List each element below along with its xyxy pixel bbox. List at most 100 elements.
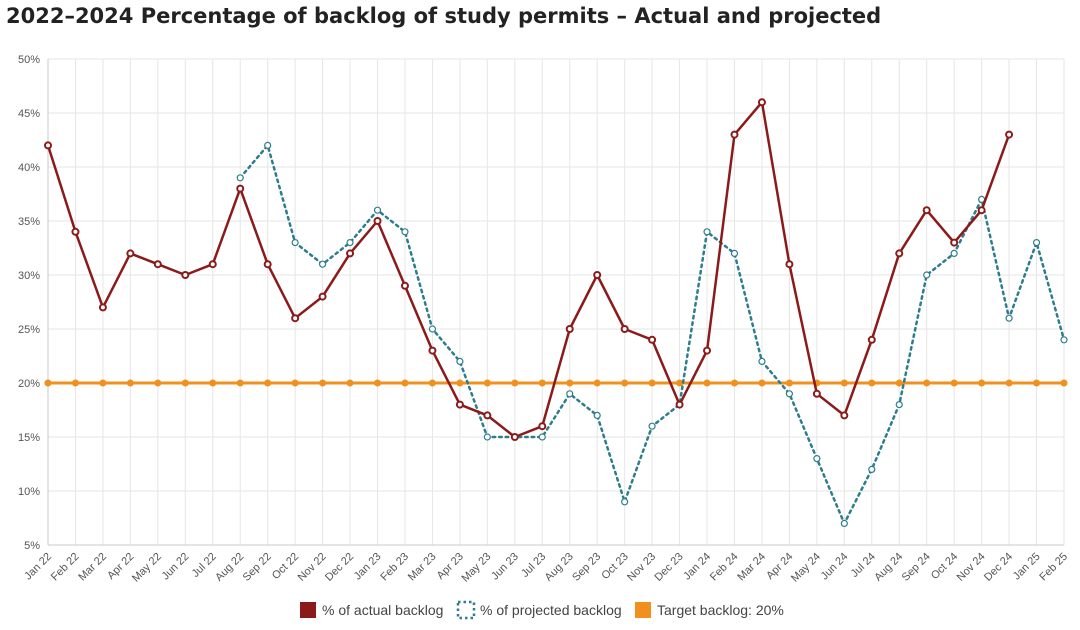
y-tick-label: 20% xyxy=(18,378,40,390)
data-point xyxy=(483,411,492,420)
legend-label: % of actual backlog xyxy=(322,602,443,618)
data-point xyxy=(868,465,876,473)
legend: % of actual backlog % of projected backlo… xyxy=(300,600,784,620)
data-point xyxy=(895,379,903,387)
data-point xyxy=(456,357,464,365)
data-point xyxy=(895,401,903,409)
data-point xyxy=(593,411,601,419)
data-point xyxy=(154,379,162,387)
data-point xyxy=(153,260,162,269)
legend-item: Target backlog: 20% xyxy=(635,602,784,618)
data-point xyxy=(44,141,52,150)
data-point xyxy=(923,271,931,279)
data-point xyxy=(676,379,684,387)
data-point xyxy=(950,238,959,247)
chart-title: 2022–2024 Percentage of backlog of study… xyxy=(6,4,882,28)
x-tick-label: Feb 25 xyxy=(1037,551,1070,584)
data-point xyxy=(758,357,766,365)
y-tick-label: 25% xyxy=(18,324,40,336)
data-point xyxy=(922,206,931,215)
data-point xyxy=(319,379,327,387)
x-tick-label: Sep 22 xyxy=(241,551,274,584)
data-point xyxy=(236,379,244,387)
x-tick-label: Sep 24 xyxy=(900,551,933,584)
data-point xyxy=(566,379,574,387)
y-tick-label: 15% xyxy=(18,432,40,444)
data-point xyxy=(923,379,931,387)
data-point xyxy=(785,390,794,398)
x-tick-label: Nov 24 xyxy=(955,551,988,584)
data-point xyxy=(538,433,546,441)
data-point xyxy=(675,400,684,409)
data-point xyxy=(483,433,491,441)
data-point xyxy=(730,130,739,139)
data-point xyxy=(44,379,52,387)
data-point xyxy=(813,455,821,463)
data-point xyxy=(648,422,656,430)
y-tick-label: 40% xyxy=(18,162,40,174)
data-point xyxy=(593,379,601,387)
data-point xyxy=(703,228,711,236)
x-tick-label: Aug 23 xyxy=(543,551,576,584)
data-point xyxy=(593,271,602,279)
data-point xyxy=(840,411,849,420)
y-tick-label: 30% xyxy=(18,270,40,282)
y-tick-label: 5% xyxy=(24,540,40,552)
data-point xyxy=(400,281,409,290)
x-tick-label: Dec 24 xyxy=(982,551,1015,584)
data-point xyxy=(181,379,189,387)
data-point xyxy=(181,271,190,279)
data-point xyxy=(291,239,299,247)
series-of-projected-backlog xyxy=(236,141,1068,528)
data-point xyxy=(867,335,876,344)
x-tick-label: Jan 23 xyxy=(352,551,384,583)
data-point xyxy=(483,379,491,387)
data-point xyxy=(291,314,300,323)
data-point xyxy=(373,206,382,214)
data-point xyxy=(565,325,574,333)
data-point xyxy=(840,519,848,528)
x-tick-label: Mar 24 xyxy=(735,551,768,584)
x-tick-label: Jan 25 xyxy=(1011,551,1043,583)
x-tick-label: Jan 22 xyxy=(22,551,54,583)
data-point xyxy=(950,249,958,257)
x-tick-label: Jun 24 xyxy=(819,551,851,583)
data-point xyxy=(511,379,519,387)
data-point xyxy=(785,260,794,269)
legend-label: % of projected backlog xyxy=(480,602,622,618)
x-tick-label: May 24 xyxy=(789,551,823,585)
data-point xyxy=(840,379,848,387)
data-point xyxy=(374,379,382,387)
data-point xyxy=(510,433,519,441)
legend-item: % of actual backlog xyxy=(300,602,443,618)
data-point xyxy=(978,379,986,387)
data-point xyxy=(621,498,629,506)
data-point xyxy=(373,217,382,225)
data-point xyxy=(1033,379,1041,387)
data-point xyxy=(318,260,327,268)
data-point xyxy=(648,379,656,387)
x-tick-label: Aug 22 xyxy=(213,551,246,584)
x-tick-label: May 23 xyxy=(459,551,493,585)
data-point xyxy=(99,379,107,387)
data-point xyxy=(401,379,409,387)
data-point xyxy=(318,292,327,301)
data-point xyxy=(291,379,299,387)
y-tick-label: 50% xyxy=(18,54,40,66)
series-target-backlog-20 xyxy=(44,379,1068,387)
x-tick-label: Sep 23 xyxy=(570,551,603,584)
x-tick-label: Feb 23 xyxy=(378,551,411,584)
data-point xyxy=(71,227,80,236)
y-axis-labels: 5% 10% 15% 20% 25% 30% 35% 40% 45% 50% xyxy=(18,54,40,552)
data-point xyxy=(538,379,546,387)
data-point xyxy=(98,303,107,312)
data-point xyxy=(428,346,437,355)
data-point xyxy=(730,379,738,387)
x-tick-label: Nov 23 xyxy=(625,551,658,584)
legend-swatch xyxy=(300,602,316,618)
data-point xyxy=(620,325,629,333)
data-point xyxy=(1060,379,1068,387)
data-point xyxy=(785,379,793,387)
series xyxy=(44,98,1068,528)
x-tick-label: Feb 22 xyxy=(49,551,82,584)
